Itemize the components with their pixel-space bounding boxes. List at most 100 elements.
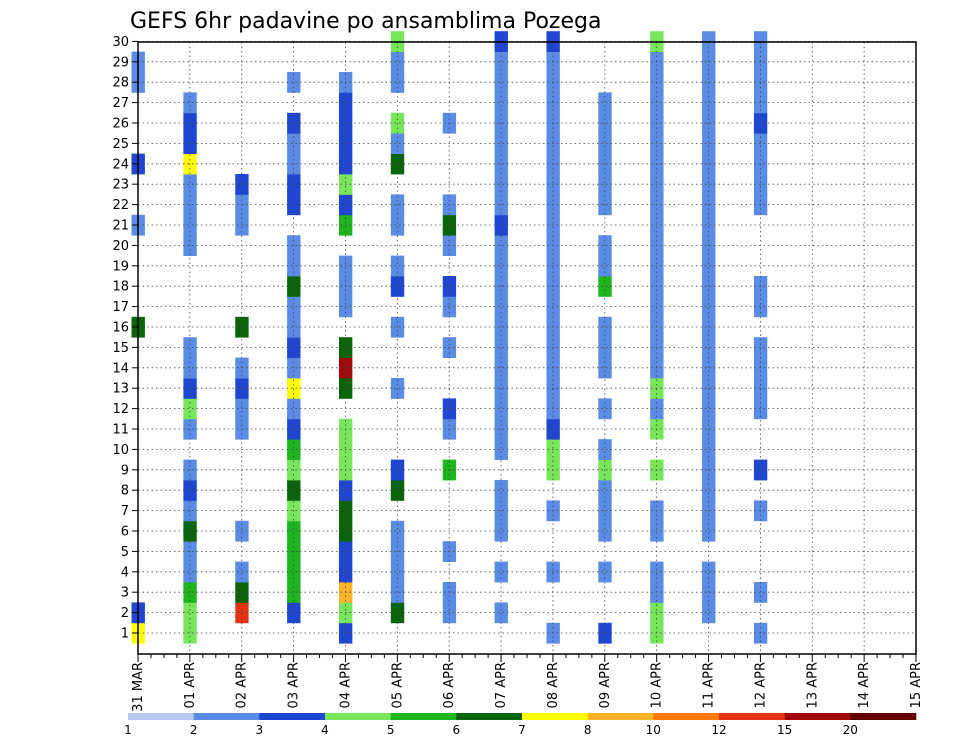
y-axis: 1234567891011121314151617181920212223242…: [112, 35, 138, 642]
y-tick-label: 8: [121, 484, 129, 499]
data-cell: [390, 602, 405, 624]
data-cell: [702, 337, 716, 358]
data-cell: [753, 133, 768, 154]
data-cell: [753, 378, 768, 399]
y-tick-label: 12: [112, 402, 129, 417]
data-cell: [390, 378, 405, 399]
data-cell: [702, 398, 716, 420]
x-tick-label: 01 APR: [183, 662, 198, 708]
colorbar-label: 3: [255, 723, 263, 737]
data-cell: [494, 51, 508, 73]
y-tick-label: 2: [121, 606, 129, 621]
y-tick-label: 21: [112, 219, 129, 234]
data-cell: [494, 92, 508, 114]
data-cell: [494, 602, 508, 624]
y-tick-label: 25: [112, 137, 129, 152]
colorbar-swatch: [522, 713, 588, 720]
data-cell: [183, 337, 197, 358]
colorbar-swatch: [784, 713, 851, 720]
data-cell: [287, 439, 301, 460]
data-cell: [183, 378, 197, 399]
data-cell: [753, 398, 768, 420]
colorbar-label: 10: [646, 723, 661, 737]
data-cell: [183, 398, 197, 420]
colorbar-label: 1: [124, 723, 132, 737]
colorbar-label: 2: [190, 723, 198, 737]
colorbar-swatch: [193, 713, 260, 720]
data-cell: [702, 255, 716, 277]
grid-layer: [138, 41, 916, 654]
y-tick-label: 20: [112, 239, 129, 254]
data-cell: [702, 480, 716, 501]
colorbar-label: 12: [711, 723, 726, 737]
x-tick-label: 09 APR: [598, 662, 613, 708]
data-cell: [390, 72, 405, 93]
colorbar-label: 15: [777, 723, 792, 737]
y-tick-label: 13: [112, 382, 129, 397]
data-cell: [753, 357, 768, 379]
y-tick-label: 28: [112, 76, 129, 91]
colorbar-label: 8: [584, 723, 592, 737]
data-cell: [494, 520, 508, 542]
y-tick-label: 3: [121, 586, 129, 601]
x-tick-label: 04 APR: [339, 662, 354, 708]
chart-title: GEFS 6hr padavine po ansamblima Pozega: [130, 9, 601, 34]
data-cell: [702, 174, 716, 195]
colorbar-swatch: [259, 713, 326, 720]
x-tick-label: 13 APR: [805, 662, 820, 708]
data-cell: [494, 316, 508, 338]
y-tick-label: 10: [112, 443, 129, 458]
y-tick-label: 24: [112, 157, 129, 172]
data-cell: [702, 602, 716, 624]
data-cell: [287, 602, 301, 624]
x-tick-label: 10 APR: [650, 662, 665, 708]
colorbar-swatch: [587, 713, 654, 720]
data-cell: [183, 480, 197, 501]
data-cell: [702, 561, 716, 583]
y-tick-label: 1: [121, 627, 129, 642]
data-cell: [753, 337, 768, 358]
data-cell: [183, 92, 197, 114]
y-tick-label: 30: [112, 35, 129, 50]
data-cell: [183, 520, 197, 542]
x-tick-label: 02 APR: [235, 662, 250, 708]
colorbar-swatch: [390, 713, 457, 720]
y-tick-label: 15: [112, 341, 129, 356]
data-cell: [390, 520, 405, 542]
y-tick-label: 19: [112, 259, 129, 274]
colorbar: 1 2 3 4 5 6 7 8 10 12 15 20: [124, 713, 917, 737]
x-tick-label: 07 APR: [494, 662, 509, 708]
x-tick-label: 06 APR: [442, 662, 457, 708]
data-cell: [753, 72, 768, 93]
data-cell: [183, 602, 197, 624]
data-cell: [287, 357, 301, 379]
data-cell: [753, 622, 768, 644]
data-cell: [598, 255, 612, 277]
y-tick-label: 6: [121, 525, 129, 540]
data-cell: [390, 480, 405, 501]
colorbar-label: 6: [452, 723, 460, 737]
data-cell: [598, 561, 612, 583]
data-cell: [702, 378, 716, 399]
x-tick-label: 05 APR: [390, 662, 405, 708]
x-tick-label: 03 APR: [287, 662, 302, 708]
data-cell: [702, 520, 716, 542]
data-cell: [183, 214, 197, 236]
data-cell: [287, 378, 301, 399]
y-tick-label: 7: [121, 504, 129, 519]
data-cell: [183, 561, 197, 583]
colorbar-label: 4: [321, 723, 329, 737]
data-cell: [494, 296, 508, 318]
x-tick-label: 31 MAR: [131, 662, 146, 712]
x-tick-label: 12 APR: [753, 662, 768, 708]
x-tick-label: 14 APR: [857, 662, 872, 708]
x-tick-label: 11 APR: [702, 662, 717, 708]
data-cell: [753, 51, 768, 73]
data-cell: [494, 255, 508, 277]
colorbar-label: 7: [518, 723, 526, 737]
data-cell: [494, 214, 508, 236]
data-cell: [183, 357, 197, 379]
data-cell: [702, 214, 716, 236]
data-cell: [494, 561, 508, 583]
colorbar-swatch: [719, 713, 785, 720]
